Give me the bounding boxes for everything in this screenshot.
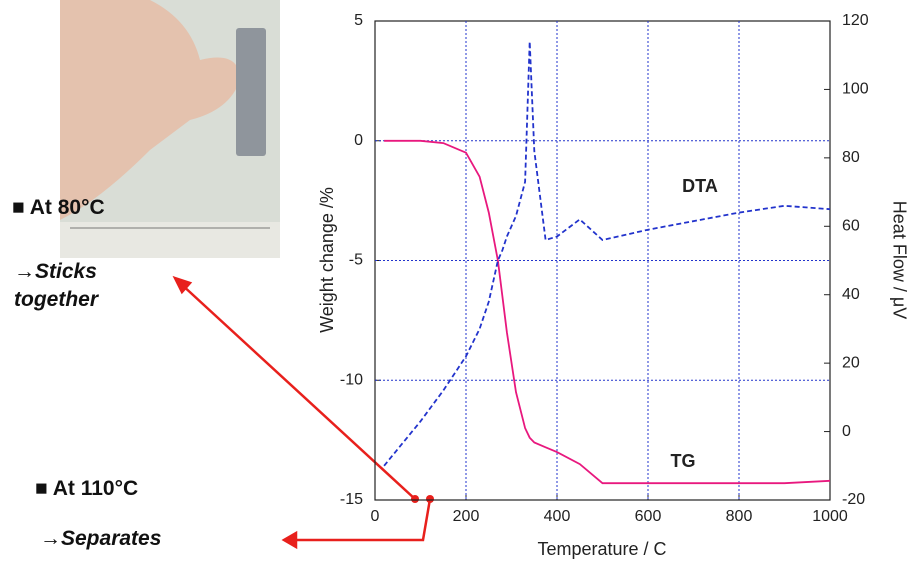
y2-tick-label: 60 xyxy=(842,218,860,235)
y-tick-label: 0 xyxy=(354,132,363,149)
x-tick-label: 800 xyxy=(726,508,753,525)
series-line xyxy=(383,41,831,467)
note-heading: ■ At 110°C xyxy=(35,477,139,500)
y2-tick-label: -20 xyxy=(842,491,865,508)
x-tick-label: 400 xyxy=(544,508,571,525)
note-result: →Separates xyxy=(40,527,162,550)
y-tick-label: 5 xyxy=(354,12,363,29)
x-tick-label: 200 xyxy=(453,508,480,525)
y-tick-label: -15 xyxy=(340,491,363,508)
x-tick-label: 0 xyxy=(371,508,380,525)
series-label: TG xyxy=(671,451,696,471)
y2-tick-label: 0 xyxy=(842,423,851,440)
y2-tick-label: 120 xyxy=(842,12,869,29)
y2-tick-label: 20 xyxy=(842,354,860,371)
y-tick-label: -10 xyxy=(340,371,363,388)
note-result: →Sticks together xyxy=(14,260,98,311)
x-tick-label: 600 xyxy=(635,508,662,525)
y2-tick-label: 40 xyxy=(842,286,860,303)
marker-80 xyxy=(411,495,419,503)
note-heading: ■ At 80°C xyxy=(12,196,105,219)
y2-tick-label: 80 xyxy=(842,149,860,166)
arrows xyxy=(172,275,432,550)
marker-110 xyxy=(426,495,434,503)
y2-axis-title: Heat Flow / μV xyxy=(889,201,909,319)
series-line xyxy=(384,139,831,485)
photo xyxy=(60,0,280,258)
y-tick-label: -5 xyxy=(349,252,363,269)
x-tick-label: 1000 xyxy=(812,508,848,525)
y2-tick-label: 100 xyxy=(842,81,869,98)
y-axis-title: Weight change /% xyxy=(317,187,337,333)
x-axis-title: Temperature / C xyxy=(537,539,666,559)
series-label: DTA xyxy=(682,176,718,196)
